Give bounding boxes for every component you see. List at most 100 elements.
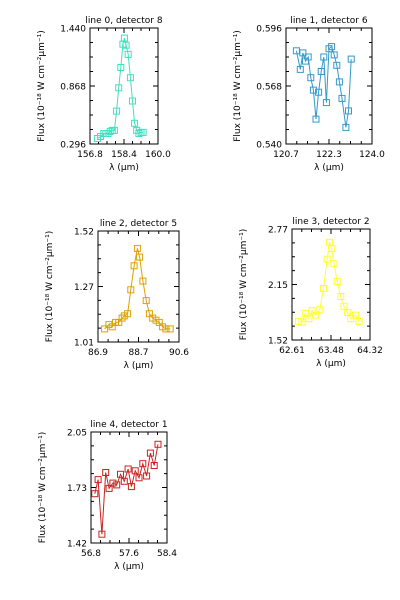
data-point — [315, 88, 323, 96]
data-point — [335, 78, 343, 86]
data-point — [333, 277, 341, 285]
x-tick-label: 88.7 — [128, 348, 148, 358]
series-line — [295, 45, 352, 128]
y-tick-label: 1.440 — [60, 25, 86, 35]
data-point — [330, 260, 338, 268]
x-axis-label: λ (μm) — [109, 163, 139, 173]
data-point — [124, 310, 132, 318]
data-point — [337, 293, 345, 300]
data-point — [127, 483, 135, 491]
y-tick-label: 2.15 — [268, 281, 288, 291]
data-point — [101, 325, 109, 333]
y-tick-label: 1.73 — [67, 484, 87, 494]
chart-title: line 2, detector 5 — [100, 219, 177, 229]
x-tick-label: 56.8 — [81, 549, 101, 559]
data-point — [142, 297, 150, 305]
data-point — [340, 302, 348, 310]
data-point — [91, 490, 99, 498]
data-point — [320, 285, 327, 292]
data-point — [154, 440, 162, 448]
chart-title: line 4, detector 1 — [90, 420, 167, 430]
data-point — [345, 107, 352, 115]
data-point — [135, 474, 143, 482]
chart-title: line 1, detector 6 — [290, 16, 367, 26]
data-point — [298, 318, 306, 326]
data-point — [102, 469, 110, 476]
data-point — [113, 481, 121, 489]
data-point — [110, 126, 118, 134]
data-point — [351, 311, 359, 319]
data-point — [124, 50, 132, 58]
data-point — [127, 286, 135, 294]
y-tick-label: 0.596 — [256, 25, 282, 35]
y-tick-label: 0.868 — [60, 83, 86, 93]
data-point — [139, 277, 147, 285]
x-tick-label: 156.8 — [77, 150, 103, 160]
y-axis-label: Flux (10⁻¹⁸ W cm⁻²μm⁻¹) — [45, 231, 55, 343]
data-point — [136, 253, 144, 261]
data-point — [113, 107, 121, 115]
data-point — [150, 462, 158, 469]
data-point — [105, 484, 113, 492]
data-point — [299, 49, 307, 57]
data-point — [124, 465, 132, 473]
x-tick-label: 90.6 — [169, 348, 189, 358]
data-point — [146, 449, 154, 457]
x-tick-label: 63.48 — [318, 346, 344, 356]
data-point — [166, 325, 174, 333]
data-point — [312, 311, 320, 319]
data-point — [309, 86, 317, 94]
data-point — [307, 74, 315, 82]
data-point — [308, 307, 316, 315]
data-point — [139, 128, 147, 136]
data-point — [338, 94, 346, 102]
chart-title: line 0, detector 8 — [85, 16, 162, 26]
chart-title: line 3, detector 2 — [292, 217, 369, 227]
chart-panel-0: line 0, detector 8 156.8 158.4 160.0 0.296 0.… — [37, 16, 171, 173]
series-line — [97, 37, 144, 139]
data-point — [126, 74, 134, 82]
data-point — [320, 53, 328, 61]
data-point — [330, 51, 338, 59]
data-point — [294, 317, 302, 325]
x-tick-label: 160.0 — [145, 150, 171, 160]
data-point — [120, 477, 128, 485]
y-axis-label: Flux (10⁻¹⁸ W cm⁻²μm⁻¹) — [233, 30, 243, 142]
data-point — [304, 53, 312, 61]
data-point — [328, 43, 336, 51]
y-axis-label: Flux (10⁻¹⁸ W cm⁻²μm⁻¹) — [38, 432, 48, 544]
chart-panel-1: line 1, detector 6 120.7 122.3 124.0 0.540 0.… — [233, 16, 385, 173]
data-point — [323, 255, 331, 263]
data-point — [342, 123, 350, 131]
data-point — [296, 65, 304, 73]
series-line — [94, 444, 159, 535]
y-tick-label: 1.52 — [268, 337, 288, 347]
data-point — [106, 127, 114, 135]
data-point — [131, 119, 139, 127]
data-point — [162, 325, 170, 333]
data-point — [316, 306, 324, 314]
x-axis-label: λ (μm) — [124, 361, 154, 371]
y-tick-label: 0.296 — [60, 141, 86, 151]
data-point — [322, 99, 330, 107]
chart-panel-2: line 2, detector 5 86.9 88.7 90.6 1.01 1.27 1.… — [45, 219, 189, 371]
data-point — [94, 476, 102, 484]
data-point — [131, 467, 139, 475]
data-point — [305, 315, 313, 323]
data-point — [122, 41, 130, 49]
data-point — [143, 472, 151, 480]
chart-panel-4: line 4, detector 1 56.8 57.6 58.4 1.42 1.73 2.… — [38, 420, 177, 572]
data-point — [118, 314, 126, 322]
chart-panel-3: line 3, detector 2 62.61 63.48 64.32 1.52 2.1… — [239, 217, 383, 369]
y-tick-label: 1.52 — [74, 228, 94, 238]
series-line — [104, 248, 171, 330]
x-tick-label: 122.3 — [316, 150, 342, 160]
data-point — [117, 470, 124, 478]
data-point — [133, 244, 141, 252]
y-tick-label: 1.27 — [74, 283, 94, 293]
x-tick-label: 64.32 — [357, 346, 383, 356]
data-point — [333, 61, 341, 69]
y-tick-label: 2.05 — [67, 429, 87, 439]
y-tick-label: 1.01 — [74, 339, 94, 349]
